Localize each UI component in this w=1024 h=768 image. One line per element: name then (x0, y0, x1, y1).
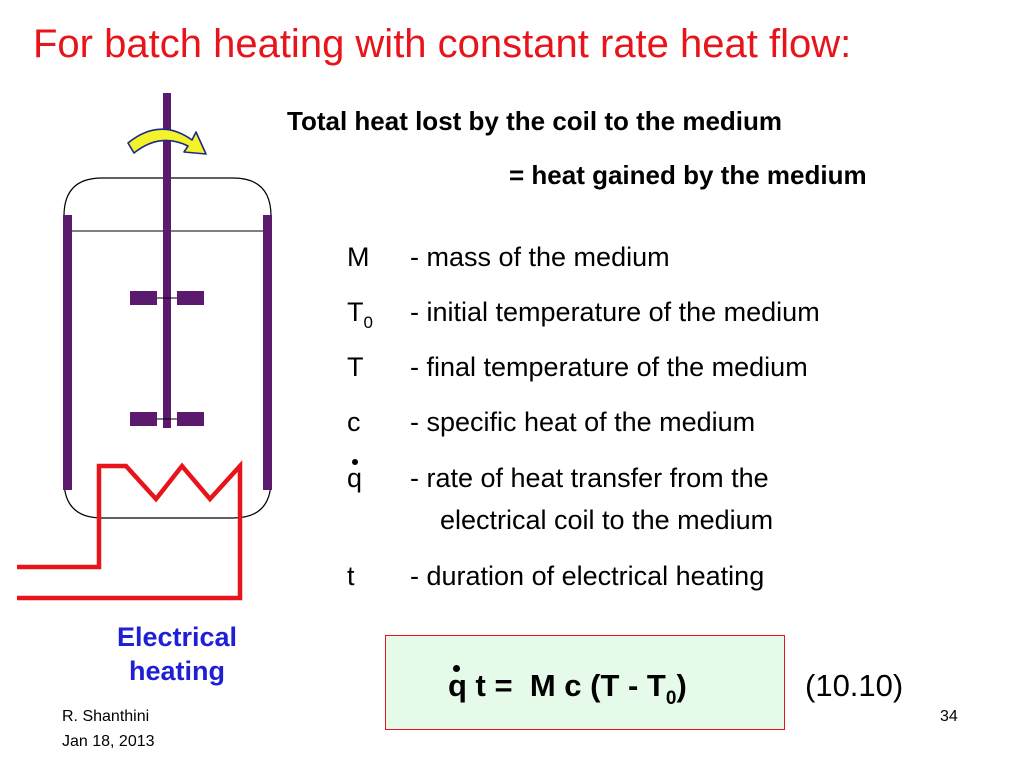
footer-date: Jan 18, 2013 (62, 733, 155, 750)
symbol-t0: T0 (347, 297, 373, 332)
impeller-blade (130, 412, 157, 426)
stirrer-shaft (163, 93, 171, 428)
jacket-wall-left (63, 215, 72, 490)
impeller-blade (130, 291, 157, 305)
definition-c: - specific heat of the medium (410, 407, 756, 437)
impeller-blade (177, 291, 204, 305)
definition-t0: - initial temperature of the medium (410, 297, 820, 327)
equation-box (385, 635, 785, 730)
definition-m: - mass of the medium (410, 242, 670, 272)
subtitle-line-2: = heat gained by the medium (509, 160, 867, 190)
rotation-arrow-icon (127, 128, 207, 155)
subtitle-line-1: Total heat lost by the coil to the mediu… (287, 106, 783, 136)
equation-number: (10.10) (805, 668, 904, 703)
definition-t: - final temperature of the medium (410, 352, 808, 382)
definition-qdot-cont: electrical coil to the medium (440, 505, 774, 535)
definition-time: - duration of electrical heating (410, 561, 765, 591)
heating-coil (17, 460, 243, 601)
symbol-c: c (347, 407, 361, 437)
slide-title: For batch heating with constant rate hea… (33, 22, 852, 66)
symbol-m: M (347, 242, 370, 272)
page-number: 34 (940, 708, 958, 725)
definition-qdot: - rate of heat transfer from the (410, 463, 769, 493)
impeller-blade (177, 412, 204, 426)
jacket-wall-right (263, 215, 272, 490)
symbol-time: t (347, 561, 355, 591)
symbol-t: T (347, 352, 364, 382)
footer-author: R. Shanthini (62, 708, 150, 725)
equation: q t = M c (T - T0) (448, 665, 687, 709)
electrical-heating-label: Electrical heating (116, 622, 238, 686)
symbol-qdot: q (347, 459, 363, 493)
